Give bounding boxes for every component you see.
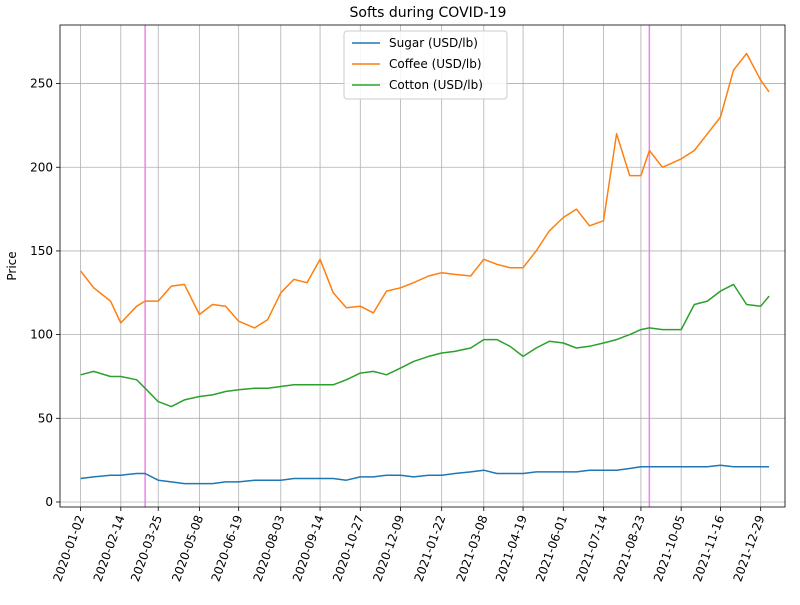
legend: Sugar (USD/lb) Coffee (USD/lb) Cotton (USD… <box>343 30 508 100</box>
series-line-1 <box>80 464 770 485</box>
y-tick-label: 50 <box>38 411 53 425</box>
plot-frame <box>59 24 786 508</box>
y-tick-label: 0 <box>45 495 53 509</box>
legend-box <box>343 30 508 100</box>
legend-label: Sugar (USD/lb) <box>389 36 478 50</box>
chart-title: Softs during COVID-19 <box>350 5 507 21</box>
y-tick-label: 150 <box>30 244 53 258</box>
legend-label: Cotton (USD/lb) <box>389 78 483 92</box>
y-tick-label: 100 <box>30 328 53 342</box>
series-layer <box>80 52 770 485</box>
series-line-3 <box>80 283 770 408</box>
y-axis-label: Price <box>5 251 19 280</box>
marker-layer <box>144 25 651 507</box>
series-line-2 <box>80 52 770 329</box>
y-tick-label: 250 <box>30 77 53 91</box>
y-tick-label: 200 <box>30 160 53 174</box>
legend-label: Coffee (USD/lb) <box>389 57 482 71</box>
grid-layer <box>60 25 785 507</box>
